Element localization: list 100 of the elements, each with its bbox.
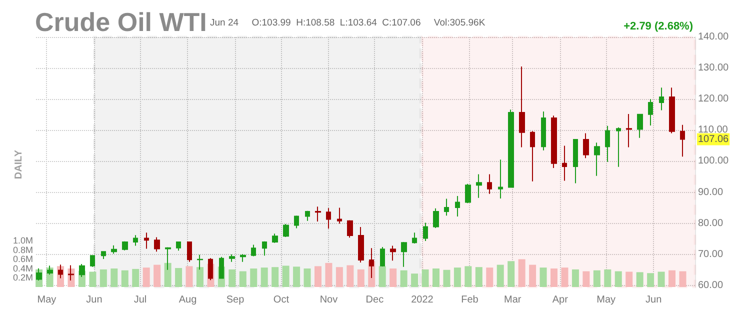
- bar: [464, 266, 472, 287]
- bar: [443, 270, 450, 287]
- bar: [454, 268, 461, 287]
- candlestick: [144, 232, 149, 250]
- candlestick: [283, 223, 289, 238]
- candlestick: [390, 245, 396, 262]
- candlestick: [101, 250, 106, 260]
- bar: [400, 270, 408, 287]
- bar: [475, 267, 482, 287]
- y-tick-label: 70.00: [698, 248, 724, 260]
- candlestick: [648, 98, 653, 126]
- candlestick: [122, 240, 128, 251]
- bar: [164, 262, 172, 287]
- bar: [604, 269, 612, 287]
- candlestick: [187, 241, 192, 262]
- y-tick-label: 90.00: [698, 186, 724, 198]
- bar: [561, 268, 568, 287]
- bar: [679, 271, 686, 287]
- bar: [186, 266, 193, 287]
- y-tick-label: 130.00: [698, 62, 730, 74]
- chart-title: Crude Oil WTI: [35, 7, 207, 37]
- bar: [572, 269, 579, 287]
- candlestick: [455, 196, 460, 218]
- bar: [518, 259, 526, 287]
- bar: [89, 272, 96, 287]
- candlestick: [626, 114, 632, 148]
- y-tick-label: 110.00: [698, 124, 728, 136]
- x-tick-label: Mar: [504, 294, 522, 306]
- candlestick: [444, 198, 449, 216]
- candlestick: [347, 220, 353, 238]
- bar: [228, 269, 236, 287]
- x-tick-label: Nov: [320, 294, 338, 306]
- bar: [154, 264, 161, 287]
- candlestick: [251, 244, 256, 257]
- candlestick: [551, 115, 557, 169]
- candlestick: [262, 240, 267, 256]
- bar: [496, 264, 504, 287]
- candlestick: [541, 111, 546, 151]
- annotation: 107.06: [698, 134, 730, 145]
- candlestick: [240, 254, 246, 262]
- x-tick-label: Jul: [134, 294, 147, 306]
- bar: [336, 267, 343, 287]
- bar: [304, 268, 311, 287]
- bar: [132, 268, 140, 287]
- candlestick: [508, 109, 514, 188]
- y-tick-label: 60.00: [698, 280, 724, 291]
- x-tick-label: Aug: [178, 294, 197, 306]
- bar: [636, 272, 644, 287]
- y2-tick-label: 0.6M: [12, 254, 33, 264]
- candlestick: [605, 125, 610, 162]
- bar: [582, 271, 590, 287]
- candlestick: [583, 132, 589, 159]
- candlestick: [412, 232, 417, 244]
- bar: [668, 270, 676, 287]
- bar: [110, 268, 118, 287]
- y-tick-label: 140.00: [698, 32, 730, 42]
- chart-subtitle: Jun 24 O:103.99 H:108.58 L:103.64 C:107.06 Vol:305.96K: [210, 18, 486, 28]
- y-tick-label: 80.00: [698, 218, 724, 229]
- bar: [314, 266, 322, 287]
- candlestick: [465, 183, 471, 204]
- candlestick: [498, 159, 503, 199]
- bar: [647, 273, 654, 287]
- candlestick: [401, 241, 407, 268]
- bar: [239, 271, 246, 287]
- candlestick: [294, 215, 299, 229]
- candlestick: [487, 174, 492, 194]
- bar: [272, 267, 279, 287]
- bar: [614, 271, 622, 287]
- candlestick: [423, 222, 428, 242]
- candlestick: [272, 233, 278, 244]
- y2-tick-label: 0.2M: [12, 272, 33, 283]
- bar: [346, 265, 354, 287]
- candlestick: [476, 174, 482, 198]
- bar: [422, 269, 429, 287]
- y-tick-label: 100.00: [698, 156, 730, 167]
- x-tick-label: Jun: [646, 294, 662, 306]
- bar: [593, 270, 600, 287]
- bar: [486, 268, 494, 287]
- candlestick: [154, 236, 160, 252]
- bar: [175, 268, 182, 287]
- bar: [378, 266, 386, 287]
- candlestick: [616, 126, 621, 168]
- y2-tick-label: 1.0M: [12, 236, 33, 246]
- candlestick: [90, 255, 95, 268]
- candlestick: [573, 138, 578, 184]
- bar: [540, 268, 547, 287]
- candlestick: [305, 210, 310, 222]
- candlestick: [669, 87, 675, 134]
- x-tick-label: May: [37, 294, 56, 306]
- candlestick: [326, 208, 331, 230]
- candlestick: [111, 244, 117, 254]
- x-tick-label: Feb: [461, 294, 479, 306]
- candlestick: [519, 66, 525, 148]
- x-tick-label: Jun: [86, 294, 102, 306]
- x-tick-label: Apr: [552, 294, 569, 306]
- bar: [508, 261, 515, 287]
- bar: [196, 267, 204, 287]
- candlestick: [530, 130, 535, 182]
- candlestick: [229, 254, 235, 262]
- bar: [411, 274, 418, 287]
